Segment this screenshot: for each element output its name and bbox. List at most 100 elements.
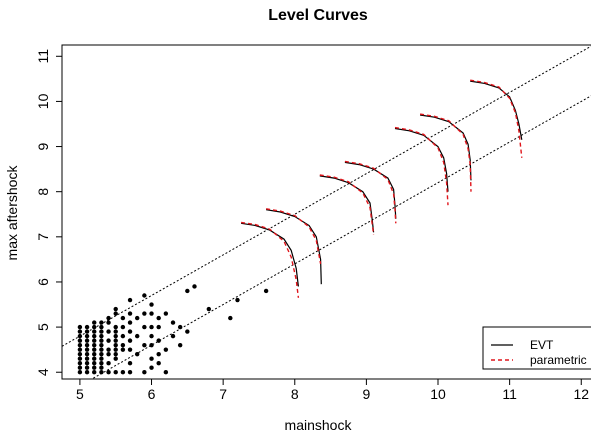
x-tick-label: 9 [362, 386, 370, 402]
data-point [84, 342, 90, 348]
y-tick-label: 5 [35, 323, 51, 331]
data-point [84, 324, 90, 330]
evt-curve-1 [241, 222, 299, 287]
data-point [77, 365, 83, 370]
data-point [84, 333, 90, 339]
data-point [99, 356, 104, 361]
data-point [92, 324, 97, 330]
data-point [84, 338, 90, 343]
parametric-curve-6 [419, 113, 472, 192]
data-point [142, 293, 147, 298]
data-point [99, 320, 104, 325]
data-point [149, 302, 154, 307]
data-point [149, 311, 154, 316]
y-axis: 4 5 6 7 8 9 10 11 [35, 49, 62, 376]
data-point [185, 329, 190, 334]
plot-frame [61, 44, 591, 380]
data-point [127, 329, 133, 334]
data-point [106, 347, 111, 352]
data-point [99, 365, 104, 370]
data-point [92, 351, 97, 357]
parametric-curve-4 [344, 160, 397, 224]
evt-curve-3 [319, 175, 375, 233]
data-point [84, 356, 90, 361]
data-point [99, 324, 104, 330]
data-point [113, 324, 118, 330]
data-point [127, 311, 133, 316]
x-tick-label: 5 [76, 386, 84, 402]
data-point [149, 356, 154, 361]
y-tick-label: 4 [35, 368, 51, 376]
parametric-curve-2 [265, 208, 322, 265]
data-point [149, 365, 154, 370]
data-point [77, 338, 83, 343]
legend-evt-label: EVT [530, 338, 554, 352]
data-point [120, 370, 126, 375]
legend-box [482, 326, 591, 370]
data-point [92, 342, 97, 348]
level-curves [240, 79, 523, 298]
data-point [84, 365, 90, 370]
data-point [99, 338, 104, 343]
data-point [120, 347, 126, 352]
data-point [149, 342, 154, 348]
evt-curve-2 [266, 209, 322, 285]
data-point [177, 324, 183, 330]
x-tick-label: 6 [148, 386, 156, 402]
y-tick-label: 9 [35, 142, 51, 150]
data-point [77, 324, 83, 330]
data-point [113, 338, 118, 343]
data-point [106, 315, 111, 321]
y-tick-label: 6 [35, 278, 51, 286]
data-point [135, 333, 140, 339]
evt-curve-4 [344, 161, 397, 219]
data-point [106, 370, 111, 375]
data-point [77, 347, 83, 352]
y-tick-label: 10 [35, 93, 51, 109]
data-point [92, 320, 97, 325]
data-point [163, 347, 169, 352]
y-axis-label: max aftershock [4, 165, 20, 261]
legend: EVT parametric [482, 326, 591, 370]
data-point [113, 347, 118, 352]
data-point [99, 342, 104, 348]
data-point [170, 320, 176, 325]
x-tick-label: 10 [430, 386, 446, 402]
data-point [77, 342, 83, 348]
data-point [156, 324, 161, 330]
data-point [127, 370, 133, 375]
data-points [77, 284, 269, 375]
data-point [156, 351, 161, 357]
data-point [120, 315, 126, 321]
evt-curve-5 [394, 127, 449, 192]
data-point [99, 329, 104, 334]
evt-curve-6 [420, 114, 472, 181]
data-point [77, 356, 83, 361]
parametric-curve-7 [470, 79, 523, 158]
data-point [92, 361, 97, 366]
data-point [142, 342, 147, 348]
data-point [99, 370, 104, 375]
data-point [113, 342, 118, 348]
data-point [142, 324, 147, 330]
data-point [92, 333, 97, 339]
data-point [84, 361, 90, 366]
data-point [127, 320, 133, 325]
data-point [113, 311, 118, 316]
data-point [263, 288, 269, 294]
evt-curve-7 [470, 80, 523, 140]
data-point [156, 361, 161, 366]
data-point [99, 347, 104, 352]
data-point [92, 347, 97, 352]
chart-title: Level Curves [268, 7, 368, 24]
x-axis-label: mainshock [285, 417, 353, 433]
data-point [84, 351, 90, 357]
data-point [206, 306, 212, 312]
data-point [120, 324, 126, 330]
data-point [156, 315, 161, 321]
data-point [113, 370, 118, 375]
data-point [127, 338, 133, 343]
x-axis: 5 6 7 8 9 10 11 12 [76, 379, 589, 402]
data-point [127, 347, 133, 352]
